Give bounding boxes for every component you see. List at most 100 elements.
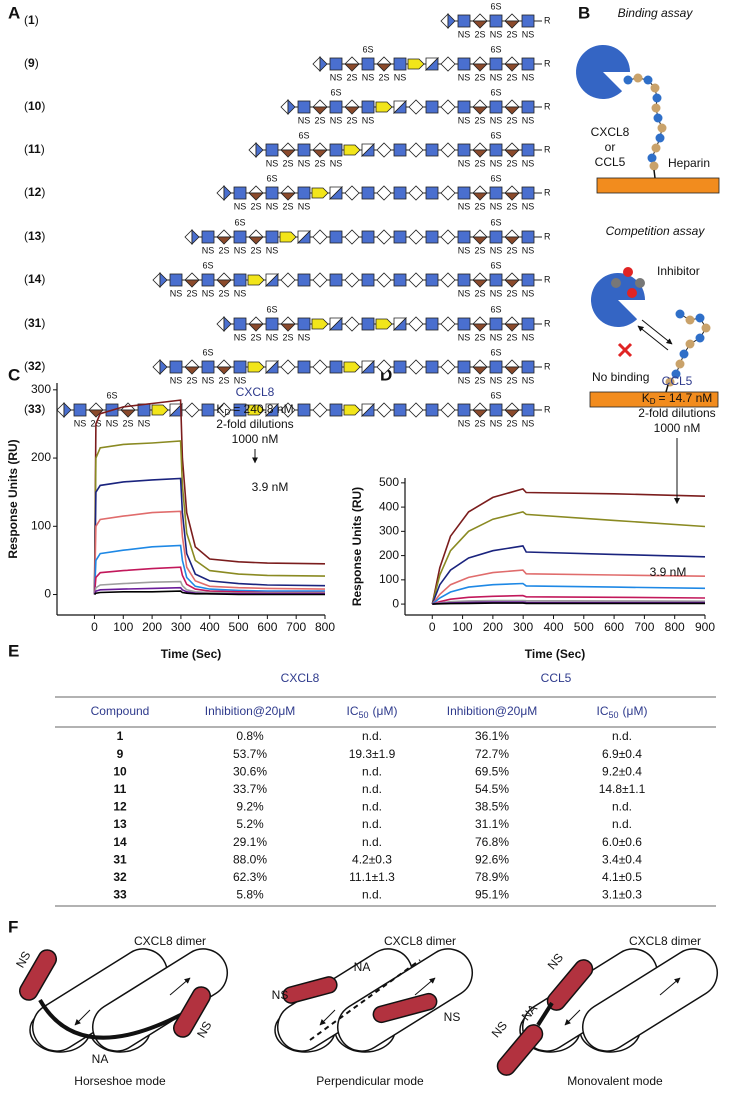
sulfo-label: NS xyxy=(522,29,535,39)
sugar xyxy=(312,229,328,245)
sugar xyxy=(248,185,264,194)
sensorgram-line xyxy=(431,511,706,605)
value-cell: n.d. xyxy=(362,800,382,814)
sugar-bead xyxy=(650,83,660,93)
sulfo-label: NS xyxy=(458,332,471,342)
value-cell: 6.9±0.4 xyxy=(602,747,642,761)
sugar xyxy=(407,58,425,70)
glucosamine xyxy=(457,57,471,71)
sugar xyxy=(151,404,169,416)
glucosamine xyxy=(489,230,503,244)
sugar xyxy=(504,149,520,158)
inhibitor-bead xyxy=(611,278,621,288)
sugar xyxy=(504,63,520,72)
surface xyxy=(596,177,720,194)
sulfo-label: NS xyxy=(298,332,311,342)
sugar xyxy=(216,366,232,375)
sulfo-label: NS xyxy=(458,158,471,168)
sulfo-label: NS xyxy=(202,245,215,255)
sulfo-label: NS xyxy=(330,115,343,125)
sulfo-label: 2S xyxy=(506,245,517,255)
value-cell: n.d. xyxy=(362,835,382,849)
sulfo-label: NS xyxy=(266,245,279,255)
glucosamine xyxy=(457,360,471,374)
compound-cell: 1 xyxy=(117,729,124,743)
sugar xyxy=(375,318,393,330)
sugar xyxy=(408,272,424,288)
sulfo-label: 2S xyxy=(474,288,485,298)
compound-cell: 14 xyxy=(113,835,127,849)
sugar xyxy=(376,359,392,375)
sugar xyxy=(255,142,264,158)
value-cell: 5.2% xyxy=(236,817,264,831)
sugar xyxy=(216,185,225,201)
paren: ) xyxy=(41,229,45,243)
sugar xyxy=(504,56,520,65)
value-cell: n.d. xyxy=(362,782,382,796)
sulfo-label: 2S xyxy=(474,72,485,82)
na-chain xyxy=(38,999,191,1040)
inhibitor-bead xyxy=(623,267,633,277)
mode-label: NS xyxy=(272,988,289,1002)
y-tick-label: 100 xyxy=(31,518,51,532)
sulfo-label: NS xyxy=(170,288,183,298)
x-tick-label: 0 xyxy=(429,620,436,634)
annotation: 2-fold dilutions xyxy=(216,417,293,431)
sugar xyxy=(248,316,264,325)
x-tick-label: 700 xyxy=(286,620,306,634)
sugar xyxy=(361,143,375,157)
glucosamine xyxy=(329,57,343,71)
sugar xyxy=(159,272,168,288)
na-chain xyxy=(536,1001,554,1027)
value-cell: 92.6% xyxy=(475,852,509,866)
block-cross xyxy=(617,342,633,358)
sulfo-label: NS xyxy=(266,158,279,168)
sulfo-label: 2S xyxy=(282,201,293,211)
glucosamine xyxy=(265,317,279,331)
x-tick-label: 300 xyxy=(513,620,533,634)
glucosamine xyxy=(361,57,375,71)
value-cell: 95.1% xyxy=(475,888,509,902)
paren: ( xyxy=(24,272,28,286)
sulfo-label: 2S xyxy=(346,72,357,82)
compound-cell: 12 xyxy=(113,800,127,814)
compound-number: 12 xyxy=(28,185,42,199)
glucosamine xyxy=(329,230,343,244)
value-cell: 0.8% xyxy=(236,729,264,743)
sulfo-label: 6S xyxy=(490,130,501,140)
sulfo-label: NS xyxy=(362,115,375,125)
heparin-label: Heparin xyxy=(668,156,710,170)
sugar xyxy=(343,361,361,373)
glucosamine xyxy=(201,273,215,287)
sulfo-label: NS xyxy=(298,115,311,125)
sugar xyxy=(408,229,424,245)
x-tick-label: 0 xyxy=(91,620,98,634)
sugar xyxy=(216,279,232,288)
sulfo-label: 2S xyxy=(474,332,485,342)
glucosamine xyxy=(73,403,87,417)
glucosamine xyxy=(457,143,471,157)
sensorgram-line xyxy=(93,399,326,595)
protein-label: CCL5 xyxy=(595,155,626,169)
sulfo-label: NS xyxy=(266,201,279,211)
sugar xyxy=(504,99,520,108)
header-sub: 50 xyxy=(359,710,369,720)
sugar-bead xyxy=(679,349,689,359)
sulfo-label: 2S xyxy=(218,375,229,385)
glucosamine xyxy=(489,14,503,28)
sugar xyxy=(280,149,296,158)
sugar xyxy=(504,192,520,201)
sulfo-label: 2S xyxy=(474,201,485,211)
sulfo-label: NS xyxy=(490,158,503,168)
sulfo-label: NS xyxy=(458,29,471,39)
x-tick-label: 200 xyxy=(142,620,162,634)
linker xyxy=(665,384,669,393)
sulfo-label: NS xyxy=(234,332,247,342)
kd-subscript: D xyxy=(650,397,656,406)
kd-value: = 240.8 nM xyxy=(233,402,293,416)
annotation: 1000 nM xyxy=(232,432,279,446)
sugar-bead xyxy=(675,309,685,319)
x-tick-label: 500 xyxy=(229,620,249,634)
paren: ) xyxy=(41,99,45,113)
sulfo-label: NS xyxy=(266,332,279,342)
